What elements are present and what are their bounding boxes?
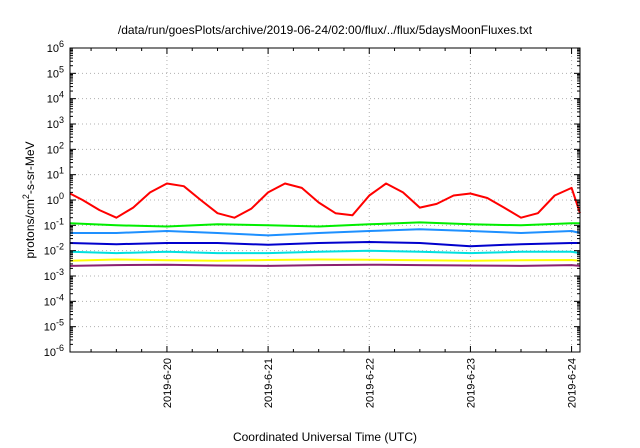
series-layer xyxy=(69,182,581,267)
y-tick-label: 103 xyxy=(47,115,64,131)
y-tick-label: 10-3 xyxy=(44,267,64,283)
y-tick-label: 10-1 xyxy=(44,216,64,232)
y-tick-label: 10-2 xyxy=(44,242,64,258)
x-tick-label: 2019-6-20 xyxy=(162,358,174,408)
chart-title: /data/run/goesPlots/archive/2019-06-24/0… xyxy=(118,23,533,37)
y-tick-label: 100 xyxy=(47,191,64,207)
y-axis-label: protons/cm2-s-sr-MeV xyxy=(21,141,37,258)
y-tick-label: 105 xyxy=(47,64,64,80)
x-tick-label: 2019-6-22 xyxy=(364,358,376,408)
y-tick-label: 10-5 xyxy=(44,318,64,334)
series-line-7 xyxy=(69,263,581,267)
y-tick-label: 106 xyxy=(47,39,64,55)
x-tick-label: 2019-6-24 xyxy=(567,358,579,408)
y-tick-layer: 10-6 10-5 10-4 10-3 10-2 10-1 100 101 102 103 104 1… xyxy=(44,39,580,359)
series-line-2 xyxy=(69,221,580,228)
x-tick-layer: 2019-6-20 2019-6-21 2019-6-22 2019-6-23 2019… xyxy=(90,48,579,408)
x-tick-label: 2019-6-23 xyxy=(465,358,477,408)
y-tick-label: 10-4 xyxy=(44,292,64,308)
series-line-4 xyxy=(69,241,580,248)
y-tick-label: 102 xyxy=(47,140,64,156)
series-line-3 xyxy=(70,228,581,237)
y-tick-label: 104 xyxy=(47,90,64,106)
x-tick-label: 2019-6-21 xyxy=(263,358,275,408)
series-line-6 xyxy=(69,258,581,262)
x-axis-label: Coordinated Universal Time (UTC) xyxy=(233,430,417,444)
series-line-1 xyxy=(69,182,581,219)
y-tick-label: 101 xyxy=(47,166,64,182)
y-tick-label: 10-6 xyxy=(44,343,64,359)
series-line-5 xyxy=(69,249,581,255)
